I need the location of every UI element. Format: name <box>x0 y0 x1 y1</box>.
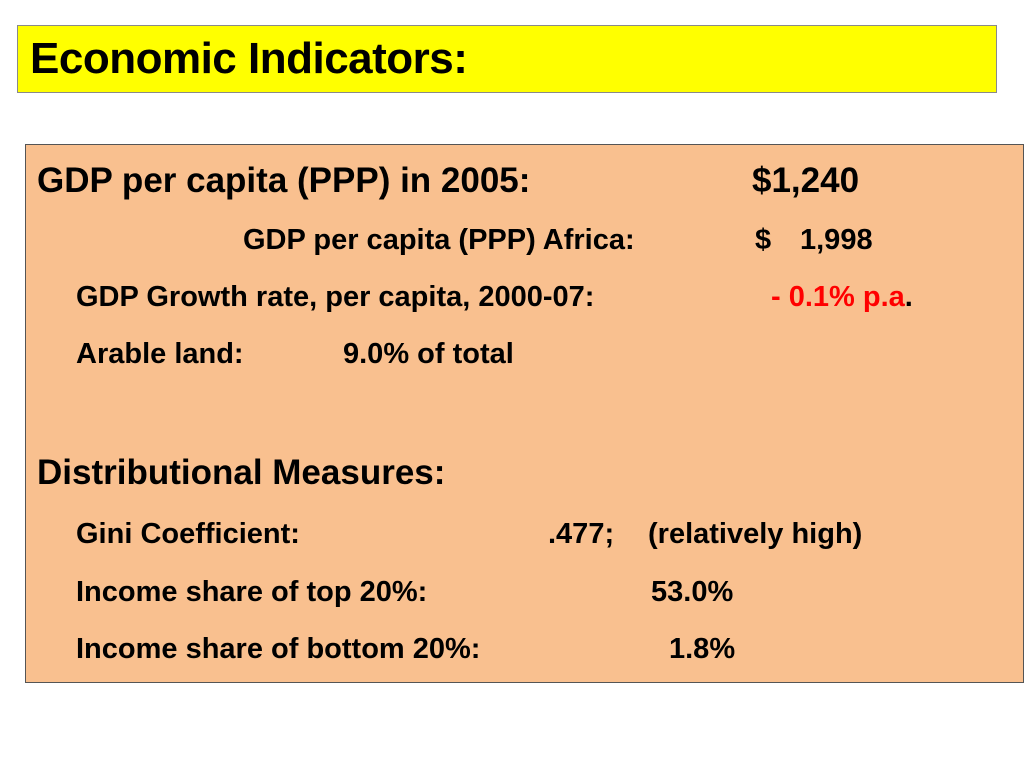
africa-value: 1,998 <box>800 224 873 256</box>
page-title: Economic Indicators: <box>30 34 468 83</box>
gini-label: Gini Coefficient: <box>76 518 300 550</box>
gini-note: (relatively high) <box>648 518 863 550</box>
growth-suffix: . <box>904 281 913 313</box>
indicators-panel: GDP per capita (PPP) in 2005: $1,240 GDP… <box>25 144 1024 683</box>
africa-currency: $ <box>755 224 772 256</box>
gdp-label: GDP per capita (PPP) in 2005: <box>37 161 531 200</box>
gdp-value: $1,240 <box>752 161 860 200</box>
top-share-value: 53.0% <box>651 576 734 608</box>
top-share-label: Income share of top 20%: <box>76 576 428 608</box>
title-banner: Economic Indicators: <box>17 25 997 93</box>
africa-label: GDP per capita (PPP) Africa: <box>243 224 635 256</box>
growth-value: - 0.1% p.a <box>771 281 905 313</box>
growth-label: GDP Growth rate, per capita, 2000-07: <box>76 281 595 313</box>
distribution-heading: Distributional Measures: <box>37 453 446 492</box>
gini-value: .477; <box>548 518 615 550</box>
bottom-share-value: 1.8% <box>669 633 736 665</box>
bottom-share-label: Income share of bottom 20%: <box>76 633 481 665</box>
arable-label: Arable land: <box>76 338 244 370</box>
arable-value: 9.0% of total <box>343 338 514 370</box>
